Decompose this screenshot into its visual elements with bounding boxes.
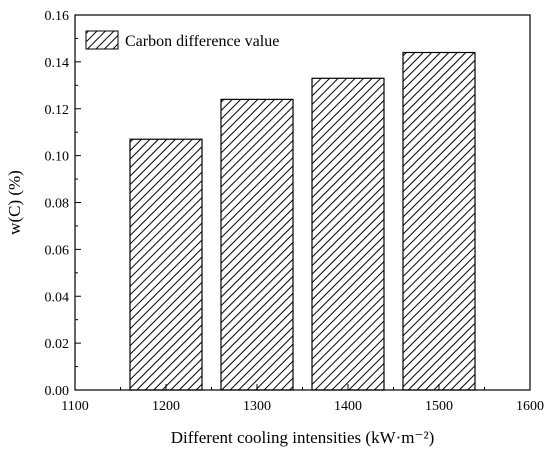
legend: Carbon difference value: [85, 30, 279, 50]
x-tick-label: 1600: [516, 399, 544, 414]
x-tick-label: 1400: [334, 399, 362, 414]
y-tick-label: 0.10: [45, 150, 70, 165]
y-tick-label: 0.14: [45, 56, 70, 71]
x-tick-label: 1300: [243, 399, 271, 414]
bars: [129, 51, 476, 391]
legend-label: Carbon difference value: [125, 33, 279, 50]
y-axis-title: w(C) (%): [5, 170, 24, 235]
y-tick-label: 0.02: [45, 337, 70, 352]
y-tick-label: 0.06: [45, 243, 70, 258]
y-tick-label: 0.00: [45, 384, 70, 399]
y-tick-label: 0.08: [45, 197, 70, 212]
x-axis-title: Different cooling intensities (kW·m⁻²): [171, 428, 435, 447]
bar-1300: [220, 98, 294, 391]
bar-1500: [402, 51, 476, 391]
bar-1400: [311, 77, 385, 391]
y-tick-label: 0.16: [45, 9, 70, 24]
x-tick-label: 1500: [425, 399, 453, 414]
bar-1200: [129, 138, 203, 391]
x-tick-label: 1200: [152, 399, 180, 414]
y-tick-label: 0.12: [45, 103, 70, 118]
x-tick-label: 1100: [61, 399, 88, 414]
axis-ticks: 0.00 0.02 0.04 0.06 0.08 0.10 0.12 0.14 0.16 1100…: [45, 9, 545, 414]
legend-swatch: [85, 30, 119, 50]
y-tick-label: 0.04: [45, 290, 70, 305]
